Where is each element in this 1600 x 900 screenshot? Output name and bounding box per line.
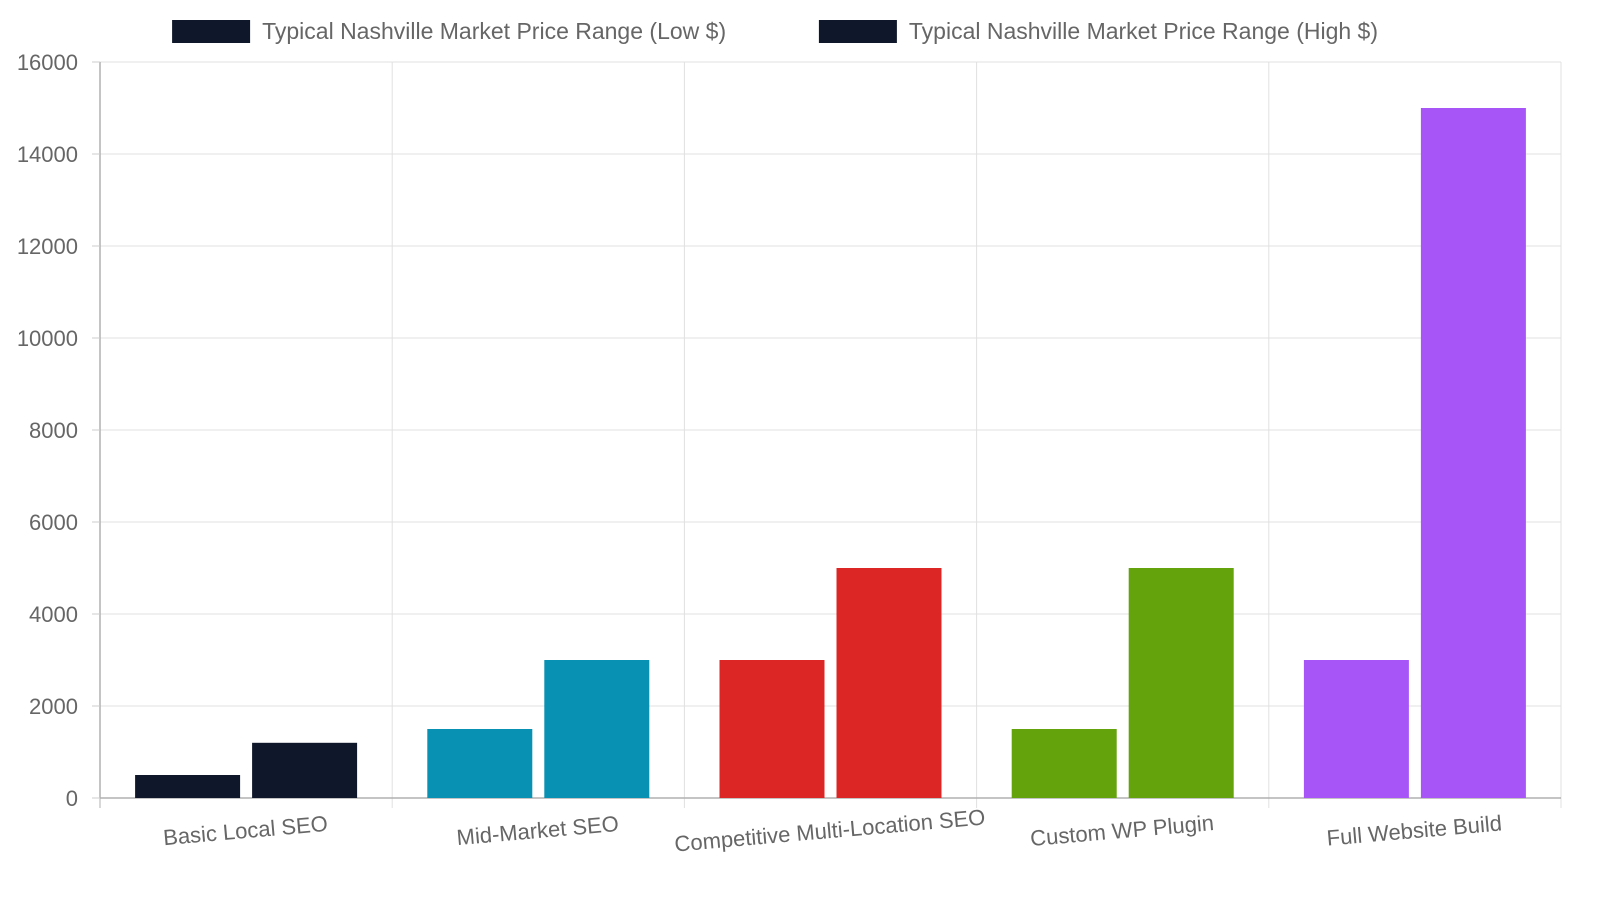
y-tick-label: 14000 <box>17 142 78 167</box>
bar-low <box>135 775 241 798</box>
y-tick-label: 4000 <box>29 602 78 627</box>
y-tick-label: 0 <box>66 786 78 811</box>
x-tick-label: Competitive Multi-Location SEO <box>673 804 986 856</box>
bar-high <box>836 568 942 798</box>
x-tick-label: Custom WP Plugin <box>1029 810 1215 851</box>
legend: Typical Nashville Market Price Range (Lo… <box>172 18 1378 44</box>
y-tick-label: 6000 <box>29 510 78 535</box>
y-tick-label: 10000 <box>17 326 78 351</box>
legend-swatch <box>172 20 251 43</box>
bar-high <box>252 742 358 798</box>
bar-low <box>427 729 533 798</box>
grid-lines <box>100 61 1562 808</box>
bar-high <box>544 660 650 798</box>
bar-low <box>1303 660 1409 798</box>
y-tick-label: 8000 <box>29 418 78 443</box>
y-tick-label: 12000 <box>17 234 78 259</box>
x-axis-ticks: Basic Local SEO Mid-Market SEO Competitive… <box>162 804 1503 856</box>
x-tick-label: Full Website Build <box>1326 810 1503 850</box>
bar-high <box>1128 568 1234 798</box>
bar-low <box>1011 729 1117 798</box>
bar-high <box>1420 108 1526 798</box>
bar-low <box>719 660 825 798</box>
bars <box>135 108 1526 798</box>
y-tick-label: 2000 <box>29 694 78 719</box>
y-tick-label: 16000 <box>17 50 78 75</box>
legend-label: Typical Nashville Market Price Range (Lo… <box>262 18 726 44</box>
x-tick-label: Basic Local SEO <box>162 811 329 850</box>
x-tick-label: Mid-Market SEO <box>456 811 620 850</box>
y-axis-ticks: 0 2000 4000 6000 8000 10000 12000 14000 16000 <box>17 50 100 811</box>
legend-label: Typical Nashville Market Price Range (Hi… <box>909 18 1378 44</box>
legend-swatch <box>818 20 897 43</box>
